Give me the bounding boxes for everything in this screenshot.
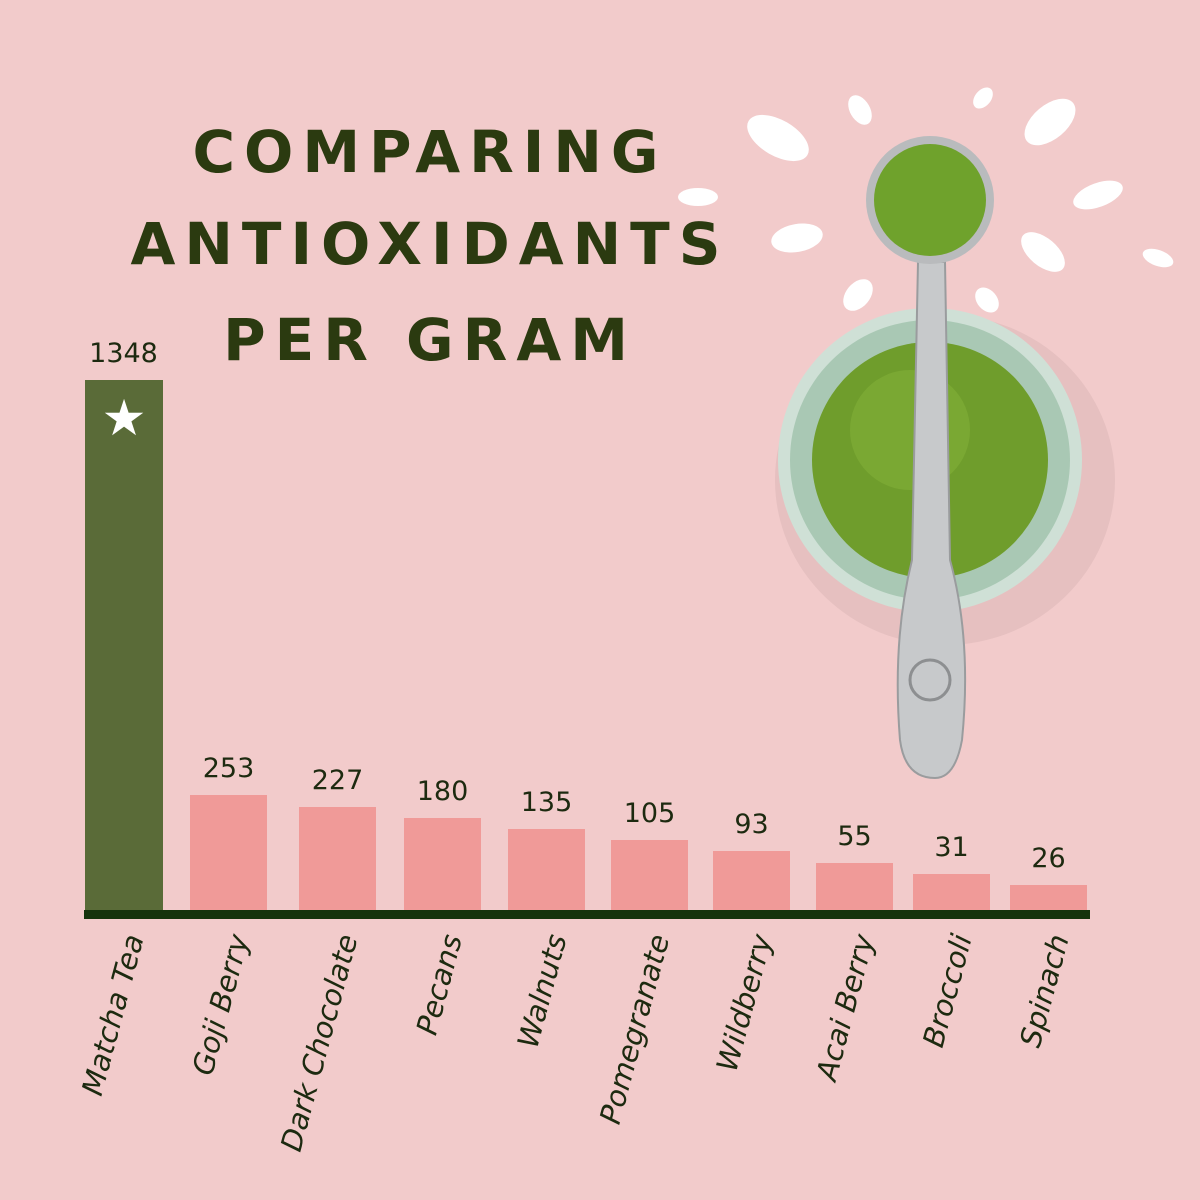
value-label: 135 [520,787,573,818]
bar-matcha-tea: ★ [85,380,163,910]
value-label: 105 [623,798,676,830]
bar-wildberry [713,851,790,910]
value-label: 227 [311,764,364,796]
category-label: Acai Berry [808,930,881,1084]
value-label: 55 [837,820,872,852]
bar-walnuts [508,829,585,910]
bar-broccoli [913,873,990,910]
value-label: 31 [934,831,969,863]
category-label: Pomegranate [592,930,676,1128]
title-line-3: PER GRAM [223,306,637,374]
matcha-jar-photo [678,87,1174,780]
bar-pomegranate [611,840,688,910]
value-label: 253 [202,753,255,785]
category-label: Goji Berry [185,930,256,1079]
bar-acai-berry [816,862,893,910]
leaf-decorations [678,87,1174,313]
bar-goji-berry [190,795,267,910]
x-axis-line [84,910,1090,919]
category-label: Walnuts [510,930,574,1052]
category-label: Spinach [1012,930,1076,1051]
bar-pecans [404,817,481,910]
category-label: Dark Chocolate [273,930,365,1155]
title-line-2: ANTIOXIDANTS [130,210,730,278]
value-label: 93 [734,809,769,841]
title-line-1: COMPARING [192,118,668,186]
category-label: Pecans [409,930,469,1039]
category-label: Broccoli [915,930,979,1051]
value-label: 180 [416,775,469,807]
bar-dark-chocolate [299,806,376,910]
category-label: Matcha Tea [74,930,151,1100]
bar-spinach [1010,885,1087,910]
value-label: 1348 [89,338,158,369]
category-label: Wildberry [709,930,779,1076]
star-icon: ★ [101,389,147,447]
value-label: 26 [1031,843,1066,874]
